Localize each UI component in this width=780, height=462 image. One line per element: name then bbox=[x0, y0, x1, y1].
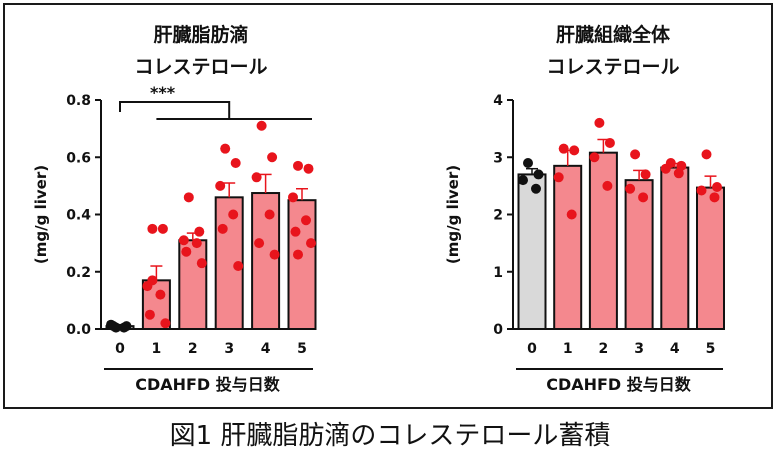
c1-y-tick-label-3: 0.6 bbox=[66, 150, 91, 166]
c1-point-3-3 bbox=[215, 180, 226, 191]
c2-point-2-3 bbox=[589, 152, 600, 163]
c1-point-2-2 bbox=[194, 226, 205, 237]
c2-bar-2 bbox=[588, 151, 618, 330]
c2-point-1-4 bbox=[566, 209, 577, 220]
c2-point-3-4 bbox=[638, 192, 649, 203]
c2-point-0-2 bbox=[533, 169, 544, 180]
c2-x-tick-label-5: 5 bbox=[706, 341, 716, 357]
c2-point-0-4 bbox=[531, 183, 541, 194]
c1-point-4-4 bbox=[264, 209, 275, 220]
c2-point-2-4 bbox=[602, 180, 613, 191]
c1-title-line-1: 肝臓脂肪滴 bbox=[153, 23, 248, 46]
c1-point-2-4 bbox=[191, 238, 202, 249]
c1-point-4-3 bbox=[251, 172, 262, 183]
c1-x-tick-label-1: 1 bbox=[152, 341, 162, 357]
c2-bar-3 bbox=[624, 179, 654, 330]
c2-point-5-4 bbox=[709, 192, 720, 203]
c1-point-5-7 bbox=[293, 249, 303, 260]
c1-point-3-6 bbox=[233, 261, 244, 272]
c2-point-5-1 bbox=[701, 149, 712, 160]
c2-point-1-3 bbox=[553, 172, 564, 183]
c2-x-tick-label-0: 0 bbox=[527, 341, 537, 357]
c1-point-4-5 bbox=[254, 238, 265, 249]
c2-point-0-1 bbox=[523, 157, 533, 168]
c1-y-tick-label-4: 0.8 bbox=[66, 93, 91, 109]
c1-significance-bracket bbox=[119, 101, 231, 118]
c1-point-0-4 bbox=[119, 322, 129, 333]
c1-point-5-4 bbox=[301, 215, 311, 226]
c1-point-3-1 bbox=[220, 143, 231, 154]
c2-point-0-3 bbox=[518, 175, 528, 186]
c1-point-4-1 bbox=[256, 120, 267, 131]
figure-caption: 図1 肝臓脂肪滴のコレステロール蓄積 bbox=[169, 421, 611, 451]
c1-point-3-4 bbox=[228, 209, 239, 220]
c2-point-1-1 bbox=[558, 143, 569, 154]
c1-point-5-1 bbox=[293, 160, 303, 171]
c1-point-1-1 bbox=[147, 223, 158, 234]
c2-point-5-2 bbox=[712, 182, 722, 193]
c1-point-2-3 bbox=[178, 235, 189, 246]
c1-point-4-6 bbox=[269, 249, 280, 260]
c1-y-axis-label: (mg/g liver) bbox=[32, 165, 50, 264]
c2-x-tick-label-4: 4 bbox=[670, 341, 680, 357]
c2-x-tick-label-3: 3 bbox=[634, 341, 644, 357]
c1-y-tick-label-2: 0.4 bbox=[66, 208, 91, 224]
c2-title-line-2: コレステロール bbox=[546, 56, 679, 78]
c1-point-1-4 bbox=[155, 289, 166, 300]
c2-bar-0 bbox=[517, 173, 547, 330]
c1-x-tick-label-2: 2 bbox=[188, 341, 198, 357]
c1-point-5-6 bbox=[306, 238, 316, 249]
c2-x-tick-label-2: 2 bbox=[599, 341, 609, 357]
c2-point-1-2 bbox=[569, 145, 580, 156]
c1-point-2-5 bbox=[181, 246, 192, 257]
c2-y-tick-label-3: 3 bbox=[493, 150, 503, 166]
c1-x-tick-label-3: 3 bbox=[224, 341, 234, 357]
c2-point-2-2 bbox=[604, 137, 615, 148]
c1-x-tick-label-5: 5 bbox=[297, 341, 307, 357]
c2-x-axis-label: CDAHFD 投与日数 bbox=[546, 375, 692, 394]
c2-x-tick-label-1: 1 bbox=[563, 341, 573, 357]
c2-point-3-1 bbox=[630, 149, 641, 160]
c2-point-5-3 bbox=[696, 185, 707, 196]
c1-y-tick-label-1: 0.2 bbox=[66, 265, 91, 281]
c2-point-3-3 bbox=[625, 183, 636, 194]
c2-y-axis-label: (mg/g liver) bbox=[444, 165, 462, 264]
c2-point-2-1 bbox=[594, 117, 605, 128]
c2-point-3-2 bbox=[640, 169, 651, 180]
c1-point-2-1 bbox=[183, 192, 194, 203]
c1-point-2-6 bbox=[196, 258, 207, 269]
c2-point-4-3 bbox=[660, 163, 671, 174]
c1-x-tick-label-0: 0 bbox=[115, 341, 125, 357]
c1-point-3-5 bbox=[217, 223, 228, 234]
c2-title-line-1: 肝臓組織全体 bbox=[556, 23, 671, 46]
c2-bar-1 bbox=[553, 164, 583, 330]
c1-x-tick-label-4: 4 bbox=[261, 341, 271, 357]
figure-frame: 肝臓脂肪滴コレステロール 0.0 0.2 0.4 0.6 0.8 (mg/g liver) 0… bbox=[3, 3, 773, 409]
c1-point-1-7 bbox=[147, 275, 158, 286]
c1-point-5-5 bbox=[290, 226, 301, 237]
c1-point-4-2 bbox=[267, 152, 278, 163]
c2-y-tick-label-4: 4 bbox=[493, 93, 503, 109]
c2-bar-4 bbox=[660, 166, 690, 330]
c1-title-line-2: コレステロール bbox=[134, 56, 267, 78]
c1-point-1-6 bbox=[160, 318, 171, 329]
c2-point-4-4 bbox=[673, 168, 684, 179]
c1-point-1-2 bbox=[157, 223, 168, 234]
c1-point-5-2 bbox=[303, 163, 314, 174]
c1-y-tick-label-0: 0.0 bbox=[66, 322, 91, 338]
c2-bar-5 bbox=[696, 186, 725, 330]
c2-y-tick-label-2: 2 bbox=[493, 208, 503, 224]
c1-significance-label: *** bbox=[150, 83, 176, 102]
c1-point-5-3 bbox=[288, 192, 298, 203]
c1-point-1-5 bbox=[144, 309, 155, 320]
c2-y-tick-label-0: 0 bbox=[493, 322, 503, 338]
c1-point-3-2 bbox=[230, 157, 241, 168]
c2-y-tick-label-1: 1 bbox=[493, 265, 503, 281]
c1-x-axis-label: CDAHFD 投与日数 bbox=[135, 375, 281, 394]
